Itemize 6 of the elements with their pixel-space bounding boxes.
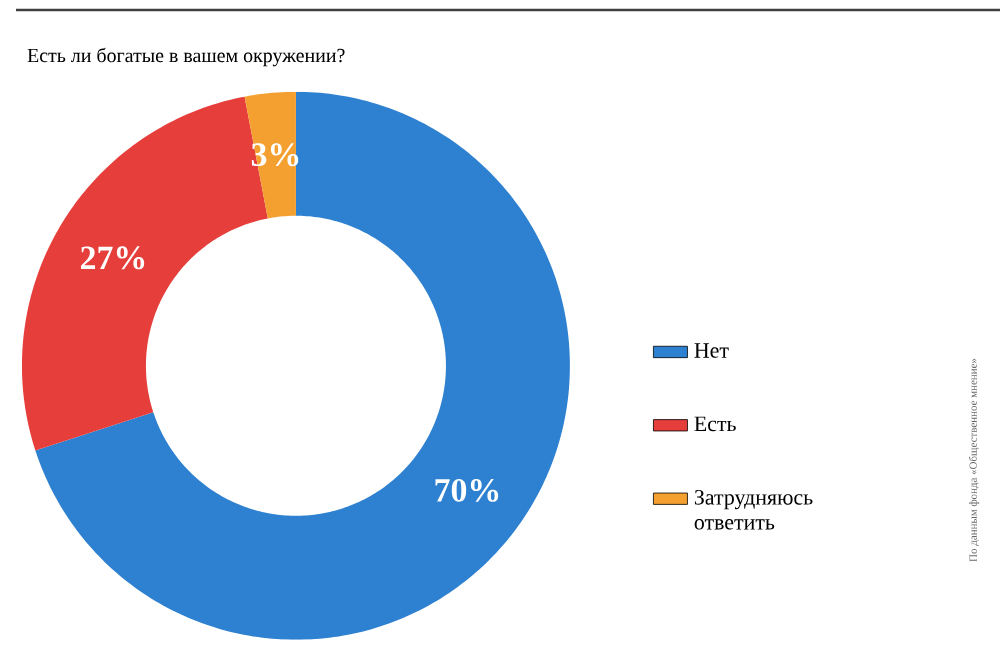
data-label: 27% [81,246,145,270]
data-label: 70% [435,478,499,502]
legend-label: Есть [694,416,736,432]
legend-label: Затрудняюсь ответить [694,489,813,530]
chart-title: Есть ли богатые в вашем окружении? [27,47,345,67]
legend-label: Нет [694,343,729,358]
